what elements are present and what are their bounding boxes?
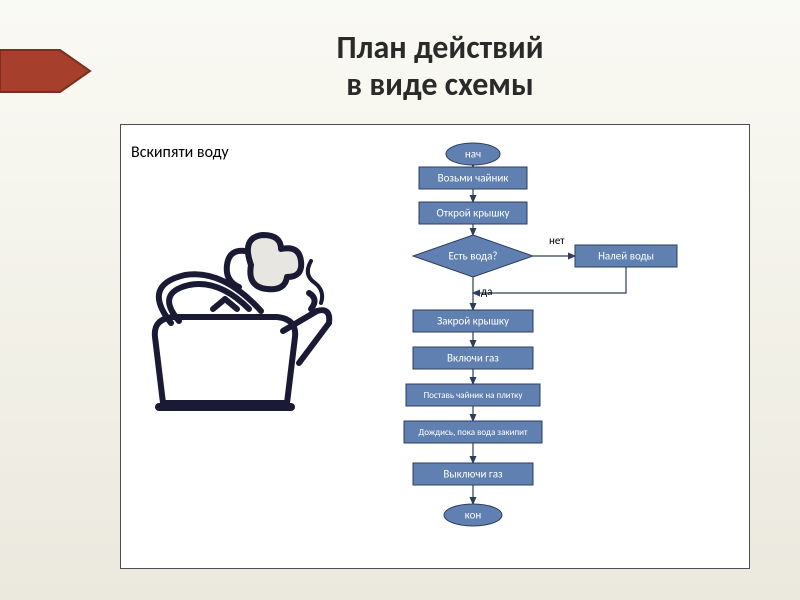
svg-text:нет: нет xyxy=(549,234,565,247)
bookmark-icon xyxy=(0,36,110,106)
flowchart-label-wait: Дождись, пока вода закипит xyxy=(419,427,528,438)
flowchart-label-close: Закрой крышку xyxy=(437,315,509,328)
flowchart-label-gas_on: Включи газ xyxy=(447,352,499,365)
flowchart-label-put: Поставь чайник на плитку xyxy=(424,390,524,401)
flowchart-label-end: кон xyxy=(465,509,482,522)
page-title: План действий в виде схемы xyxy=(160,30,720,104)
title-line-2: в виде схемы xyxy=(346,65,533,104)
title-line-1: План действий xyxy=(336,28,543,67)
flowchart-label-decide: Есть вода? xyxy=(449,250,498,263)
flowchart-label-gas_off: Выключи газ xyxy=(443,468,503,481)
flowchart-label-open: Открой крышку xyxy=(437,207,510,220)
flowchart-label-start: нач xyxy=(465,148,481,161)
content-panel: Вскипяти воду xyxy=(120,124,750,569)
slide: План действий в виде схемы Вскипяти воду xyxy=(0,0,800,600)
flowchart-label-take: Возьми чайник xyxy=(438,172,509,185)
svg-text:да: да xyxy=(481,285,492,298)
flowchart-label-pour: Налей воды xyxy=(598,250,654,263)
flowchart: нач Возьми чайник Открой крышку Есть вода? Н… xyxy=(121,125,751,570)
